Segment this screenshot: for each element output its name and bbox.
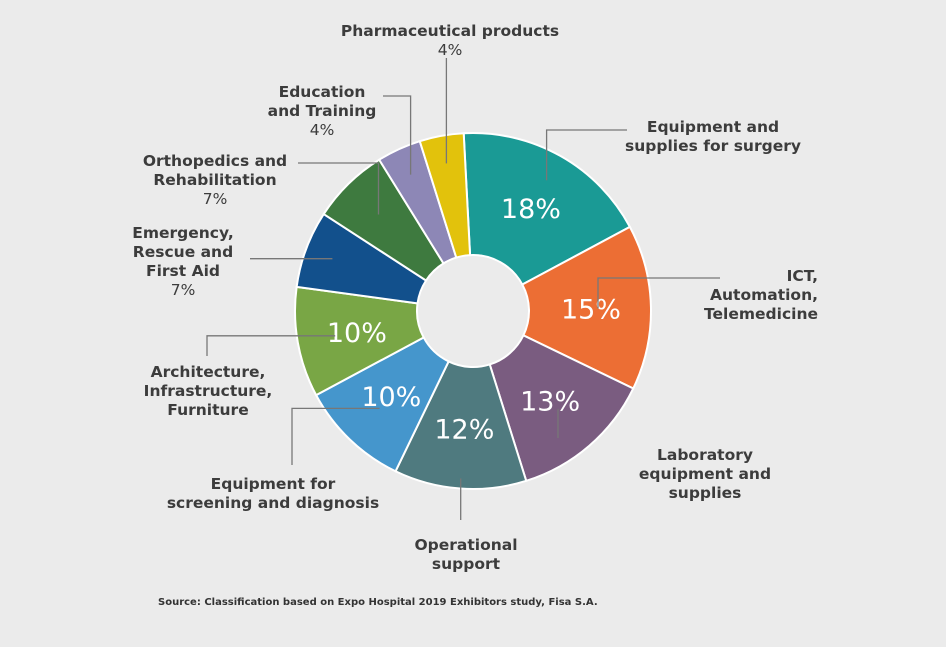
label-line: Furniture [167, 401, 249, 419]
leader-line [206, 335, 336, 356]
slice-percent-label: 15% [561, 295, 621, 326]
label-line: screening and diagnosis [166, 494, 380, 512]
label-equipment-supplies-surgery: Equipment and supplies for surgery [618, 118, 808, 156]
label-line: supplies [668, 484, 742, 502]
label-value: 4% [309, 121, 335, 139]
slice-percent-label: 13% [520, 386, 580, 417]
slice-percent-label: 12% [434, 415, 494, 446]
slice-2 [488, 334, 635, 483]
leader-line [291, 407, 380, 465]
label-laboratory-equipment-supplies: Laboratory equipment and supplies [630, 446, 780, 503]
label-line: Orthopedics and [142, 152, 288, 170]
label-ict-automation-telemedicine: ICT, Automation, Telemedicine [680, 267, 818, 324]
label-orthopedics-rehabilitation: Orthopedics and Rehabilitation 7% [138, 152, 292, 209]
label-line: ICT, [786, 267, 818, 285]
slice-3 [394, 360, 528, 490]
leader-line [545, 129, 627, 181]
label-value: 7% [170, 281, 196, 299]
label-line: Operational [414, 536, 518, 554]
leader-line [597, 277, 720, 309]
label-line: Equipment and [646, 118, 780, 136]
label-line: Emergency, [132, 224, 234, 242]
label-pharmaceutical-products: Pharmaceutical products 4% [336, 22, 564, 60]
source-note: Source: Classification based on Expo Hos… [158, 597, 598, 608]
label-education-training: Education and Training 4% [262, 83, 382, 140]
label-line: Laboratory [657, 446, 753, 464]
label-line: equipment and [638, 465, 772, 483]
label-emergency-rescue-first-aid: Emergency, Rescue and First Aid 7% [128, 224, 238, 300]
label-line: Pharmaceutical products [340, 22, 560, 40]
label-architecture-infrastructure-furniture: Architecture, Infrastructure, Furniture [138, 363, 278, 420]
slice-9 [418, 132, 472, 259]
label-line: Telemedicine [704, 305, 818, 323]
label-line: Rehabilitation [153, 171, 277, 189]
label-line: First Aid [146, 262, 220, 280]
slice-5 [294, 285, 426, 397]
leader-line [383, 95, 412, 175]
label-line: support [431, 555, 501, 573]
label-line: Architecture, [150, 363, 266, 381]
label-value: 7% [202, 190, 228, 208]
slice-0 [462, 132, 632, 286]
label-line: Equipment for [210, 475, 336, 493]
label-line: Automation, [710, 286, 818, 304]
label-operational-support: Operational support [400, 536, 532, 574]
slice-4 [314, 336, 450, 473]
slice-1 [520, 225, 652, 390]
slice-percent-label: 10% [327, 318, 387, 349]
leader-line [298, 162, 380, 215]
label-value: 4% [437, 41, 463, 59]
label-line: Rescue and [132, 243, 234, 261]
slice-percent-label: 18% [501, 194, 561, 225]
label-line: Infrastructure, [143, 382, 273, 400]
label-line: Education [278, 83, 366, 101]
label-line: supplies for surgery [625, 137, 801, 155]
label-equipment-screening-diagnosis: Equipment for screening and diagnosis [158, 475, 388, 513]
label-line: and Training [267, 102, 377, 120]
